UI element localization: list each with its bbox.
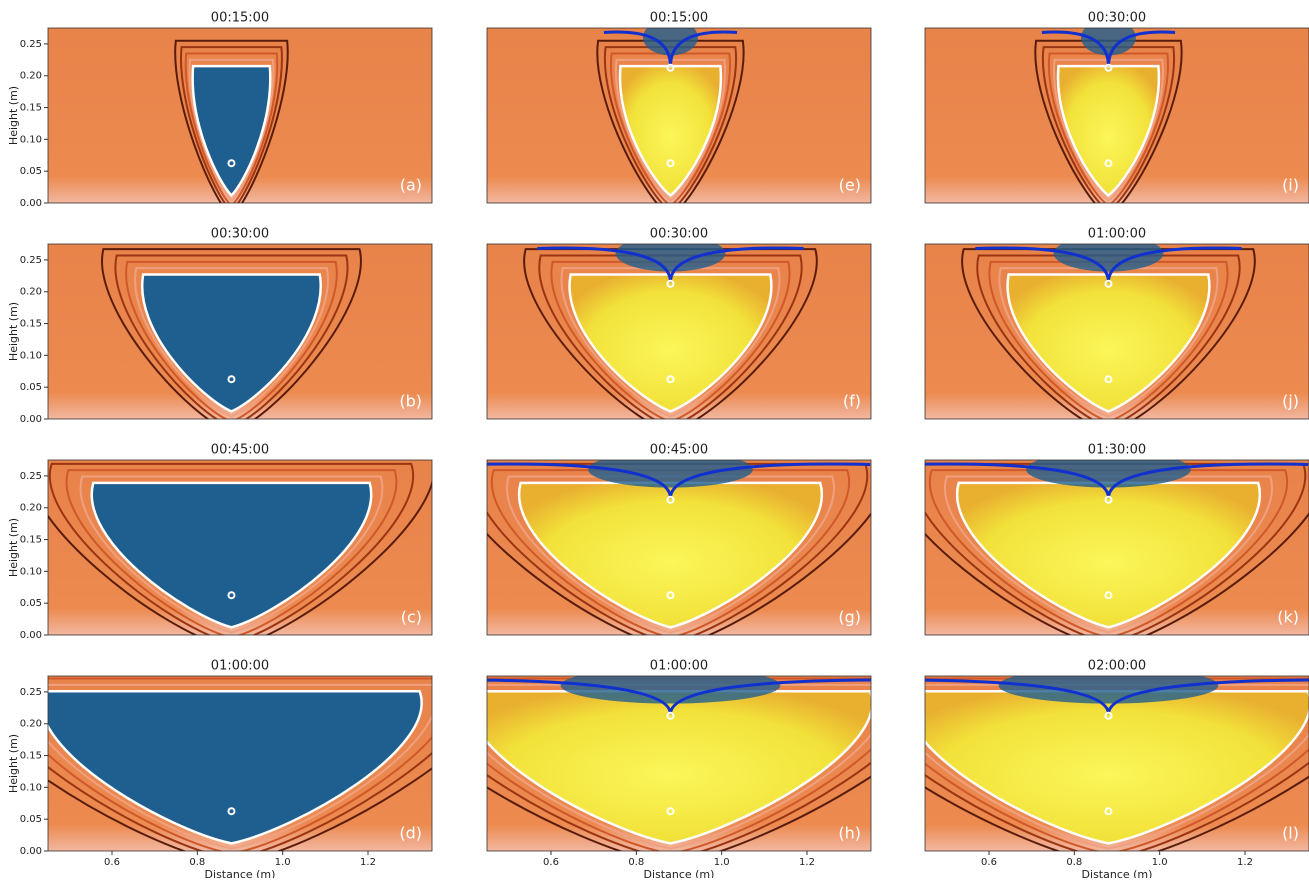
y-axis-label: Height (m) — [7, 86, 20, 145]
panel: 00:30:00 (b) 0.00 0.05 0.10 0.15 0.20 0.25 Heigh… — [7, 227, 432, 432]
y-tick-label: 0.20 — [20, 719, 42, 730]
panel: 00:45:00 (g) — [451, 443, 890, 648]
panel-image — [378, 666, 963, 864]
panel-title: 00:15:00 — [650, 11, 708, 26]
y-tick-label: 0.00 — [20, 414, 42, 425]
panel: 02:00:00 (l) 0.6 0.8 1.0 1.2 Distance (m) — [816, 659, 1309, 879]
y-axis-label: Height (m) — [7, 302, 20, 361]
y-tick-label: 0.00 — [20, 630, 42, 641]
figure: 00:15:00 (a) 0.00 0.05 0.10 0.15 0.20 0.25 Heigh… — [0, 0, 1309, 878]
panel-label: (l) — [1282, 824, 1299, 843]
panel-title: 00:30:00 — [1088, 11, 1146, 26]
panel-image — [487, 20, 871, 216]
y-tick-label: 0.15 — [20, 751, 42, 762]
y-tick-label: 0.20 — [20, 503, 42, 514]
y-tick-label: 0.10 — [20, 134, 42, 145]
x-tick-label: 0.8 — [628, 857, 644, 868]
x-tick-label: 1.0 — [1152, 857, 1168, 868]
y-tick-label: 0.05 — [20, 166, 42, 177]
y-tick-label: 0.05 — [20, 382, 42, 393]
panel-title: 01:00:00 — [650, 659, 708, 674]
panel: 01:00:00 (d) 0.00 0.05 0.10 0.15 0.20 0.25 0.6 0.… — [0, 659, 507, 879]
y-tick-label: 0.00 — [20, 846, 42, 857]
panel-label: (d) — [399, 824, 422, 843]
panel: 01:00:00 (j) — [925, 227, 1309, 432]
panel-image — [29, 457, 434, 647]
panel-label: (j) — [1282, 392, 1299, 411]
y-axis-label: Height (m) — [7, 518, 20, 577]
panel-title: 00:15:00 — [211, 11, 269, 26]
panel: 00:15:00 (a) 0.00 0.05 0.10 0.15 0.20 0.25 Heigh… — [7, 11, 432, 216]
x-tick-label: 1.2 — [1237, 857, 1253, 868]
panel: 00:45:00 (c) 0.00 0.05 0.10 0.15 0.20 0.25 Heigh… — [7, 443, 434, 648]
panel-title: 00:30:00 — [211, 227, 269, 242]
x-tick-label: 1.2 — [799, 857, 815, 868]
y-tick-label: 0.15 — [20, 319, 42, 330]
y-tick-label: 0.15 — [20, 535, 42, 546]
panel-image — [487, 236, 871, 432]
panel: 00:30:00 (f) — [487, 227, 871, 432]
y-tick-label: 0.05 — [20, 598, 42, 609]
y-tick-label: 0.10 — [20, 566, 42, 577]
y-tick-label: 0.00 — [20, 198, 42, 209]
x-tick-label: 0.8 — [1066, 857, 1082, 868]
x-tick-label: 0.6 — [104, 857, 120, 868]
y-tick-label: 0.05 — [20, 814, 42, 825]
panel: 01:00:00 (h) 0.6 0.8 1.0 1.2 Distance (m) — [378, 659, 963, 879]
panel-label: (e) — [839, 176, 861, 195]
panel-label: (k) — [1277, 608, 1299, 627]
panel-image — [925, 236, 1309, 432]
x-tick-label: 0.6 — [543, 857, 559, 868]
panel-title: 00:45:00 — [211, 443, 269, 458]
x-axis-label: Distance (m) — [644, 868, 715, 878]
panel: 01:30:00 (k) — [889, 443, 1309, 648]
panel: 00:30:00 (i) — [925, 11, 1309, 216]
panel-title: 01:30:00 — [1088, 443, 1146, 458]
x-tick-label: 1.0 — [714, 857, 730, 868]
x-axis-label: Distance (m) — [1082, 868, 1153, 878]
panel-title: 01:00:00 — [1088, 227, 1146, 242]
y-tick-label: 0.10 — [20, 782, 42, 793]
x-tick-label: 0.8 — [189, 857, 205, 868]
panel-image — [0, 666, 507, 864]
panel-image — [48, 244, 432, 432]
panel-label: (f) — [843, 392, 861, 411]
panel-title: 00:45:00 — [650, 443, 708, 458]
panel-label: (i) — [1282, 176, 1299, 195]
y-axis-label: Height (m) — [7, 734, 20, 793]
panel-image — [925, 20, 1309, 216]
panel-label: (g) — [838, 608, 861, 627]
panel-label: (a) — [400, 176, 422, 195]
panel-label: (c) — [401, 608, 422, 627]
panel-title: 00:30:00 — [650, 227, 708, 242]
panel-label: (b) — [399, 392, 422, 411]
panel-image — [889, 452, 1309, 648]
y-tick-label: 0.20 — [20, 287, 42, 298]
y-tick-label: 0.10 — [20, 350, 42, 361]
x-axis-label: Distance (m) — [205, 868, 276, 878]
x-tick-label: 0.6 — [981, 857, 997, 868]
y-tick-label: 0.25 — [20, 39, 42, 50]
y-tick-label: 0.25 — [20, 471, 42, 482]
panel-image — [816, 666, 1309, 864]
panel-title: 01:00:00 — [211, 659, 269, 674]
panel-image — [48, 28, 432, 216]
y-tick-label: 0.15 — [20, 103, 42, 114]
x-tick-label: 1.2 — [360, 857, 376, 868]
panel-image — [451, 452, 890, 648]
y-tick-label: 0.25 — [20, 687, 42, 698]
panel: 00:15:00 (e) — [487, 11, 871, 216]
panel-label: (h) — [838, 824, 861, 843]
y-tick-label: 0.20 — [20, 71, 42, 82]
x-tick-label: 1.0 — [275, 857, 291, 868]
y-tick-label: 0.25 — [20, 255, 42, 266]
panel-title: 02:00:00 — [1088, 659, 1146, 674]
